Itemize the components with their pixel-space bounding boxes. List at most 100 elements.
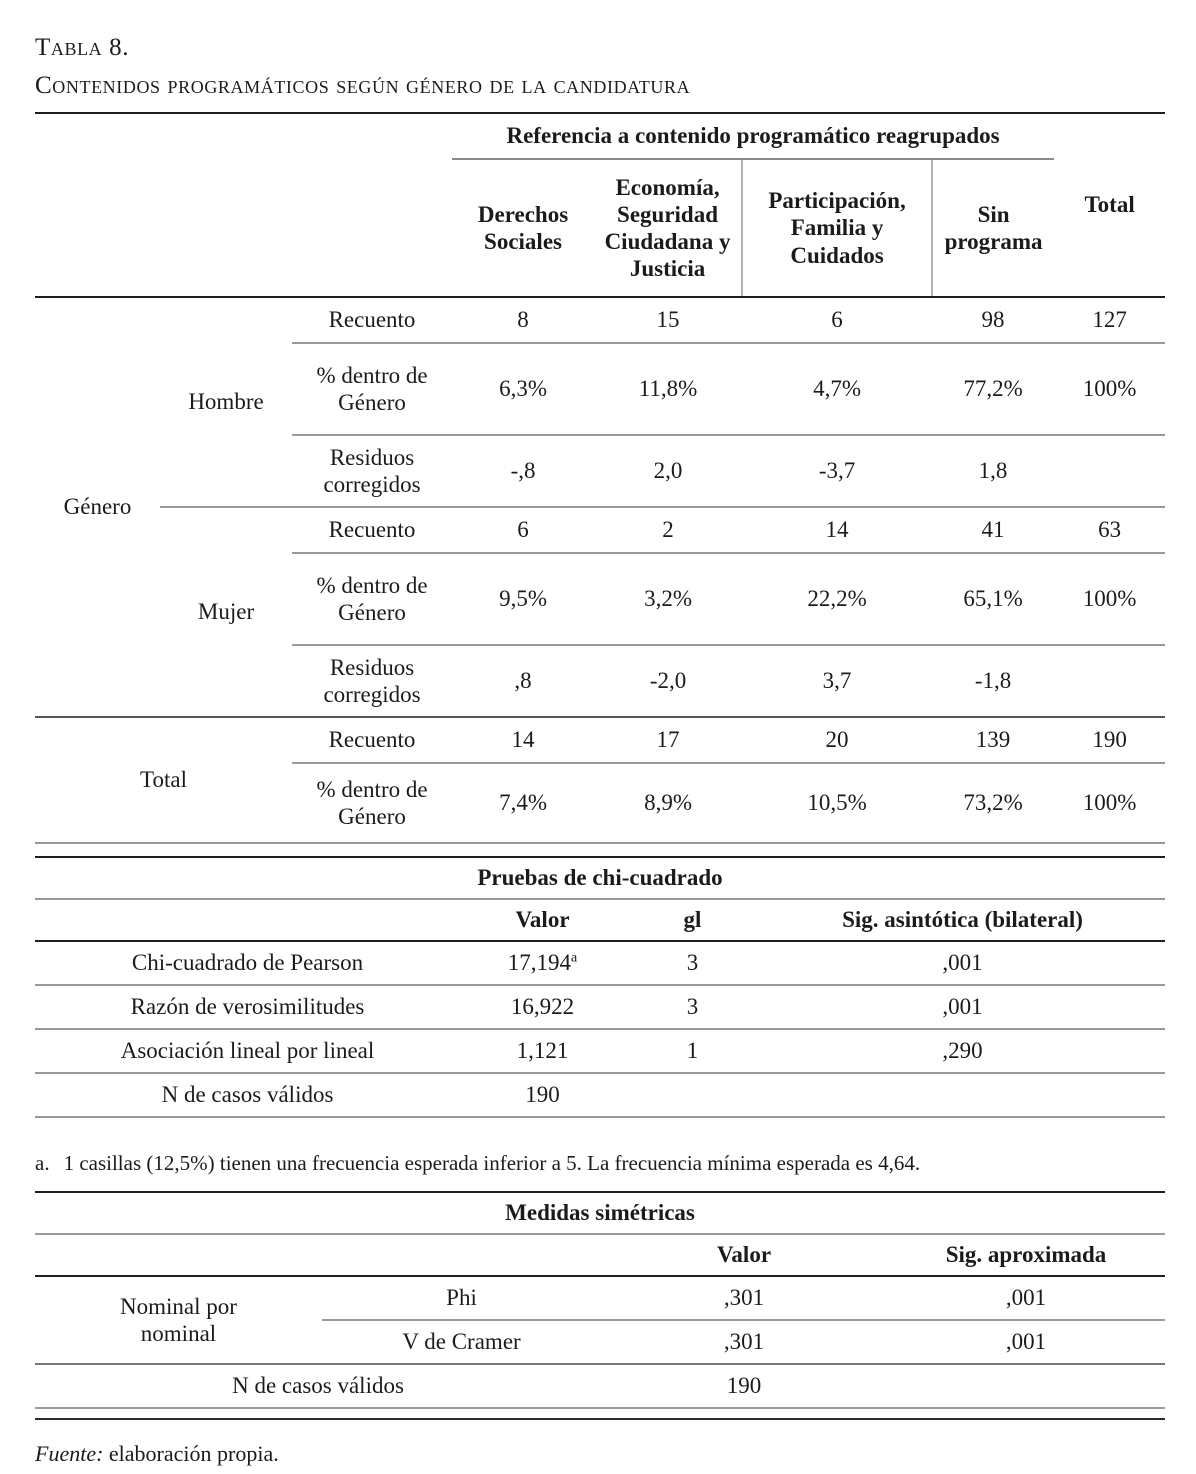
chi-value-cell [625,1073,760,1117]
table-row: Asociación lineal por lineal 1,121 1 ,29… [35,1029,1166,1074]
row-label: % dentro de Género [292,553,453,646]
data-cell: 10,5% [807,790,867,816]
chi-header-sig: Sig. asintótica (bilateral) [760,899,1166,942]
row-label: % dentro de Género [316,776,428,829]
table-row: % dentro de Género 9,5% 3,2% 22,2% 65,1%… [35,553,1166,646]
chi-value-cell: 3 [625,941,760,986]
chi-table-title: Pruebas de chi-cuadrado [35,857,1166,900]
table-row: % dentro de Género 7,4% 8,9% 10,5% 73,2%… [35,763,1165,843]
data-cell: 2 [594,507,743,554]
data-cell [1054,435,1166,508]
table-row: Chi-cuadrado de Pearson 17,194a 3 ,001 [35,941,1166,986]
row-label: Recuento [292,507,453,554]
data-cell: 20 [742,717,933,764]
sym-value-cell [887,1364,1165,1408]
crosstab-col-header-economia: Economía, Seguridad Ciudadana y Justicia [594,159,743,298]
chi-value-cell: ,001 [760,985,1166,1030]
data-cell: 73,2% [963,790,1023,816]
group-label-hombre: Hombre [160,297,292,508]
data-cell: -2,0 [594,645,743,718]
source-label: Fuente: [35,1441,104,1466]
data-cell: 65,1% [932,553,1055,646]
data-cell: ,8 [452,645,595,718]
chi-value-cell: 16,922 [460,985,625,1030]
chi-row-label: Chi-cuadrado de Pearson [35,941,460,986]
chi-value-cell: ,001 [760,941,1166,986]
table-row: Mujer Recuento 6 2 14 41 63 [35,507,1166,718]
data-cell: 1,8 [932,435,1055,508]
data-cell: 4,7% [742,343,933,436]
total-row-label: Total [140,767,187,793]
data-cell: 63 [1054,507,1166,554]
crosstab-spanner: Referencia a contenido programático reag… [452,113,1055,160]
data-cell: 9,5% [452,553,595,646]
data-cell: 15 [594,297,743,344]
sym-row-label: N de casos válidos [232,1373,404,1399]
chi-value-cell [760,1073,1165,1117]
table-row: N de casos válidos 190 [35,1073,1165,1117]
crosstab-col-header-sin-programa: Sin programa [932,159,1055,298]
chi-header-valor: Valor [460,899,625,942]
data-cell: 100% [1082,790,1137,816]
row-label: Recuento [292,717,453,764]
sym-value-cell: ,301 [601,1320,887,1365]
chi-value-cell: 3 [625,985,760,1030]
footnote-text: 1 casillas (12,5%) tienen una frecuencia… [63,1151,921,1175]
row-label: Residuos corregidos [292,435,453,508]
chi-row-label: N de casos válidos [161,1082,334,1108]
table-row: N de casos válidos 190 [35,1364,1165,1408]
data-cell: 14 [742,507,933,554]
data-cell: 2,0 [594,435,743,508]
sym-header-valor: Valor [601,1234,887,1277]
crosstab-col-header-derechos: Derechos Sociales [452,159,595,298]
data-cell: 77,2% [932,343,1055,436]
data-cell: 100% [1054,343,1166,436]
data-cell: 7,4% [499,790,547,816]
data-cell: 14 [452,717,595,764]
data-cell: 127 [1054,297,1166,344]
table-row: Nominal por nominal Phi ,301 ,001 [35,1276,1166,1365]
data-cell: -3,7 [742,435,933,508]
chi-value-cell: 17,194a [460,941,625,986]
crosstab-col-header-participacion: Participación, Familia y Cuidados [741,159,934,298]
source-text: elaboración propia. [108,1441,279,1466]
data-cell: 17 [594,717,743,764]
table-row: Total Recuento 14 17 20 139 190 [35,717,1166,792]
row-label: Residuos corregidos [292,645,453,718]
symmetric-measures-table: Medidas simétricas Valor Sig. aproximada… [35,1191,1166,1409]
chi-value-cell: 1,121 [460,1029,625,1074]
data-cell: 8,9% [644,790,692,816]
chi-header-gl: gl [625,899,760,942]
data-cell: 41 [932,507,1055,554]
footnote-ref: a [571,950,578,966]
data-cell: 8 [452,297,595,344]
data-cell: 6,3% [452,343,595,436]
sym-header-sig: Sig. aproximada [887,1234,1166,1277]
data-cell: 6 [742,297,933,344]
corner-cell [35,113,453,298]
data-cell: 11,8% [594,343,743,436]
table-row: Género Hombre Recuento 8 15 6 98 127 [35,297,1166,718]
sym-value-cell: ,001 [887,1320,1166,1365]
chi-row-label: Asociación lineal por lineal [35,1029,460,1074]
data-cell: 139 [932,717,1055,764]
data-cell: -1,8 [932,645,1055,718]
sym-group-label: Nominal por nominal [35,1276,322,1365]
row-dimension-label: Género [35,297,160,718]
total-col-header: Total [1054,113,1166,298]
chi-value-cell: 1 [625,1029,760,1074]
page-title: Tabla 8. [35,34,130,61]
table-row: V de Cramer ,301 ,001 [35,1320,1166,1365]
data-cell: 100% [1054,553,1166,646]
table-row: Residuos corregidos ,8 -2,0 3,7 -1,8 [35,645,1166,718]
data-cell: 98 [932,297,1055,344]
table-row: Residuos corregidos -,8 2,0 -3,7 1,8 [35,435,1166,508]
table-row: Razón de verosimilitudes 16,922 3 ,001 [35,985,1166,1030]
source-note: Fuente: elaboración propia. [35,1439,1165,1469]
footnote-marker: a. [35,1151,50,1175]
row-label: % dentro de Género [292,343,453,436]
page-subtitle: Contenidos programáticos según género de… [35,72,691,99]
data-cell: 3,7 [742,645,933,718]
data-cell: 190 [1054,717,1166,764]
